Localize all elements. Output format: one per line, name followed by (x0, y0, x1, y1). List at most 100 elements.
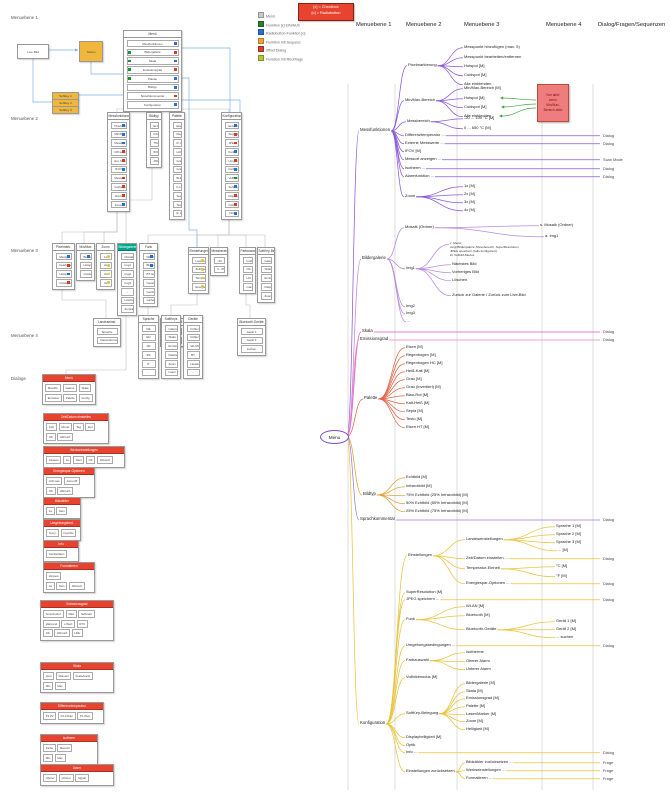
dialog-cell: OK (43, 629, 53, 638)
flow-menu-item: Gerät 2 (142, 287, 155, 296)
status-chip (67, 272, 71, 276)
flow-box-header: Sprache (139, 316, 158, 323)
flow-box-header: Landeseinst. (94, 319, 120, 326)
dialog-cell: OK (46, 486, 56, 495)
mindmap-node: Grau [M] (406, 376, 422, 381)
mindmap-endpoint-label: Dialog (603, 141, 615, 147)
flow-box-header: Zoom (97, 244, 114, 251)
mindmap-node: Mosaik (Ordner) (405, 224, 434, 229)
dialog-box: Isotherm Farbe Bereich Min Max (40, 734, 98, 766)
dialog-cell: Farbe (43, 744, 56, 753)
status-chip (67, 263, 71, 267)
mindmap-branch-label: Emissionsgrad (360, 336, 389, 341)
legend-item: Funktion [x] EIN/AUS (258, 20, 300, 27)
flow-menu-item: SoftKey (224, 183, 239, 191)
mindmap-node: Coldspot [M] (464, 72, 487, 77)
mindmap-node: Alarmfunktion ... (405, 173, 434, 178)
dialog-cell: Jahr (46, 423, 58, 432)
connector-line (433, 555, 466, 570)
mindmap-node: z. Menü: zeigt Bildergalerie, Messbereich… (450, 241, 519, 257)
legend-item-label: Funktion mit Rückfrage (266, 57, 303, 61)
mindmap-node: Emissionsgrad [M] (466, 695, 499, 700)
connector-line (439, 698, 466, 715)
sticky-note: Nur aktiv wenn Min/Max- Bereich aktiv (537, 84, 569, 122)
flow-menu-box: MessfunktionenPixelmark.Min/MaxMessber.D… (107, 112, 130, 212)
dialog-cell: Temp. (46, 529, 60, 538)
flow-menu-item: Grau (172, 156, 182, 165)
mindmap-node: ... [M] (558, 547, 568, 552)
flow-menu-item: Einstell. (224, 121, 239, 130)
mindmap-node: Temperatur-Einheit (466, 565, 500, 570)
legend-item: öffnet Dialog (258, 46, 286, 53)
connector-line (436, 100, 464, 109)
status-chip (174, 50, 178, 54)
flow-menu-box: SoftKey-Bel.GalerieSkalaEmissionPaletteZ… (257, 247, 275, 303)
connector-line (497, 621, 556, 631)
dialog-cell: Monat (58, 423, 72, 432)
mindmap-node: Formatieren ... (466, 775, 493, 780)
flow-menu-item: Eisen (172, 121, 182, 130)
mindmap-node: Palette [M] (466, 703, 486, 708)
flow-menu-item: 1x (99, 252, 112, 261)
status-chip (122, 194, 126, 198)
connector-line (103, 192, 118, 243)
mindmap-node: a. Img1 (545, 233, 559, 238)
flow-box-header: Bildtyp (147, 113, 161, 120)
status-chip (150, 263, 154, 267)
connector-line (180, 47, 231, 112)
mindmap-node: Hotspot [M] (464, 95, 485, 100)
flow-menu-item: Skala (260, 265, 272, 274)
dialog-cell: Feuchte (60, 529, 77, 538)
flow-menu-item: Echtbild (149, 121, 159, 130)
dialog-cell: Matt (65, 610, 77, 619)
connector-line (385, 619, 406, 725)
connector-line (65, 300, 127, 374)
flow-menu-item: Bluetooth (142, 261, 155, 270)
connector-line (455, 771, 466, 780)
flow-menu-box: Landeseinst. Sprache Datumsformat (93, 318, 121, 348)
mindmap-node: Gerät 1 [M] (556, 618, 577, 623)
status-chip (122, 185, 126, 189)
flow-menu-item: ES (141, 351, 156, 359)
connector-line (376, 494, 406, 513)
connector-line (500, 107, 537, 117)
flow-box-header: Emissionsgrad (41, 601, 113, 608)
flow-box-header: Bildergalerie (118, 244, 136, 251)
connector-line (346, 258, 362, 437)
connector-line (346, 436, 360, 521)
connector-line (386, 677, 406, 725)
connector-line (416, 196, 464, 204)
status-chip (201, 267, 205, 271)
mindmap-endpoint-label: Dialog (603, 750, 615, 756)
status-chip (201, 285, 205, 289)
flow-menu-item: IT (141, 359, 156, 368)
flow-menu-item: Alarm (110, 192, 127, 200)
flow-menu-item: Ext. Messw. (110, 156, 127, 165)
mindmap-branch-label: Bildtyp (363, 491, 376, 496)
flow-menu-item: Bl-Rot (172, 174, 182, 183)
flow-box-header: Bluetooth-Geräte (238, 319, 265, 326)
status-chip (201, 276, 205, 280)
status-chip (122, 176, 126, 180)
mindmap-node: Werkseinstellungen ... (466, 767, 506, 772)
dialog-box: Alarm Oberer Unterer Signal (40, 764, 114, 786)
mindmap-node: Displayhelligkeit [M] (406, 734, 442, 739)
mindmap-node: 2x [M] (464, 191, 475, 196)
flow-menu-item: Info (224, 209, 239, 218)
status-chip (174, 94, 178, 98)
flow-menu-item: Isotherm (110, 183, 127, 191)
flow-menu-item: Hotspot (55, 270, 72, 278)
mindmap-node: °C [M] (556, 563, 568, 568)
connector-line (416, 196, 464, 212)
sticky-note-line: Bereich aktiv (543, 107, 563, 112)
status-chip (174, 41, 178, 45)
mindmap-node: Coldspot [M] (464, 104, 487, 109)
flow-small-box: Tasten (79, 41, 103, 62)
connector-line (386, 723, 406, 773)
status-chip (234, 194, 238, 198)
legend-note-box: [x] = Checkbox [o] = Radiobutton (298, 3, 354, 21)
dialog-cell: Auto (43, 672, 55, 681)
connector-line (500, 566, 556, 570)
